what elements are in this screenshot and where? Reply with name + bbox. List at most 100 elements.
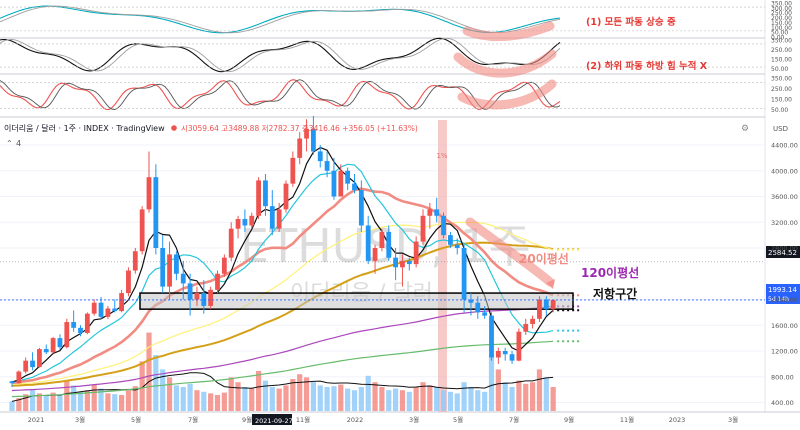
volume-bar bbox=[516, 380, 522, 411]
y-tick-label: 3600.00 bbox=[771, 193, 798, 201]
volume-bar bbox=[427, 385, 433, 411]
ma120-annotation: 120이평선 bbox=[581, 265, 639, 280]
ma-20-line bbox=[11, 187, 554, 385]
volume-bar bbox=[488, 355, 495, 411]
volume-bar bbox=[180, 387, 186, 411]
osc-tick-label: 250.00 bbox=[771, 47, 792, 54]
volume-bar bbox=[112, 394, 118, 411]
market-status-icon bbox=[171, 125, 177, 131]
volume-bar bbox=[338, 384, 344, 411]
volume-bar bbox=[269, 387, 275, 411]
osc-tick-label: 50.00 bbox=[771, 30, 788, 37]
volume-bar bbox=[468, 387, 474, 411]
collapse-indicators-icon[interactable]: ⌃ bbox=[6, 139, 13, 148]
candle-body bbox=[256, 180, 261, 216]
volume-bar bbox=[187, 383, 193, 411]
volume-bar bbox=[509, 387, 515, 411]
candle-body bbox=[530, 318, 535, 324]
settings-gear-icon[interactable]: ⚙ bbox=[741, 124, 749, 134]
x-tick-label: 11월 bbox=[620, 415, 634, 424]
volume-bar bbox=[228, 377, 234, 411]
osc-tick-label: 0.00 bbox=[771, 35, 785, 42]
ma20-highlight-arrow bbox=[465, 217, 555, 287]
grid-lines bbox=[0, 144, 765, 429]
candle-body bbox=[482, 312, 488, 316]
candle-body bbox=[352, 183, 357, 191]
ma-60-line bbox=[11, 241, 554, 387]
ma20-arrow-head bbox=[546, 279, 555, 289]
ma-40-line bbox=[11, 221, 554, 385]
candle-body bbox=[208, 289, 214, 306]
event-marker-label: 1% bbox=[436, 152, 447, 160]
current-price-countdown: 5d 14h bbox=[768, 296, 789, 303]
volume-bar bbox=[173, 385, 179, 411]
volume-bar bbox=[166, 377, 173, 411]
candle-body bbox=[235, 219, 241, 229]
candle-body bbox=[269, 206, 275, 229]
volume-bar bbox=[482, 391, 488, 411]
volume-bar bbox=[372, 382, 378, 411]
volume-bar bbox=[420, 382, 426, 411]
candle-body bbox=[331, 170, 337, 197]
event-band bbox=[438, 120, 447, 412]
candle-body bbox=[406, 260, 412, 265]
candle-body bbox=[502, 351, 508, 355]
volume-bar bbox=[461, 382, 467, 411]
candle-body bbox=[9, 381, 15, 384]
volume-bar bbox=[23, 394, 29, 411]
ma-120-line bbox=[11, 305, 554, 392]
volume-bar bbox=[36, 393, 42, 411]
volume-bar bbox=[9, 401, 15, 411]
candle-body bbox=[153, 177, 159, 248]
volume-bar bbox=[43, 395, 49, 411]
candle-body bbox=[434, 209, 440, 216]
symbol-title: 이더리움 / 달러 · 1주 · INDEX · TradingView bbox=[4, 123, 165, 133]
candle-body bbox=[372, 248, 378, 261]
candle-body bbox=[174, 254, 179, 274]
y-tick-label: 4000.00 bbox=[771, 167, 798, 175]
candle-body bbox=[495, 351, 501, 358]
indicator-count: 4 bbox=[16, 139, 21, 148]
moving-averages bbox=[11, 147, 580, 398]
candle-body bbox=[489, 315, 494, 358]
candle-body bbox=[386, 231, 392, 258]
price-axis-column bbox=[765, 0, 800, 426]
candle-body bbox=[454, 244, 460, 248]
candle-body bbox=[126, 270, 131, 294]
volume-bar bbox=[440, 390, 447, 411]
volume-bar bbox=[358, 387, 364, 411]
volume-bar bbox=[50, 392, 56, 411]
x-tick-label: 5월 bbox=[453, 415, 463, 424]
volume-bar bbox=[386, 390, 392, 411]
candle-body bbox=[228, 228, 234, 258]
volume-bar bbox=[221, 392, 227, 411]
candle-body bbox=[427, 209, 433, 216]
volume-bar bbox=[475, 390, 481, 411]
volume-bar bbox=[153, 355, 159, 411]
volume-bar bbox=[365, 375, 371, 411]
volume-average-line bbox=[11, 372, 554, 402]
osc-tick-label: 50.00 bbox=[771, 66, 788, 73]
volume-bar bbox=[297, 374, 303, 411]
candle-body bbox=[16, 371, 22, 384]
hand-drawn-arrows bbox=[453, 21, 557, 289]
volume-bar bbox=[310, 382, 316, 411]
candle-body bbox=[358, 190, 364, 226]
candle-body bbox=[71, 322, 77, 328]
volume-bar bbox=[351, 390, 358, 411]
candle-body bbox=[78, 327, 83, 333]
volume-bar bbox=[413, 387, 419, 411]
candle-body bbox=[50, 338, 56, 353]
volume-bar bbox=[214, 395, 221, 411]
candle-body bbox=[283, 183, 289, 210]
osc-tick-label: 150.00 bbox=[771, 56, 792, 63]
osc-tick-label: 200.00 bbox=[771, 15, 792, 22]
osc-tick-label: 350.00 bbox=[771, 76, 792, 83]
volume-bar bbox=[146, 332, 152, 411]
candle-body bbox=[304, 128, 309, 139]
volume-bar bbox=[242, 387, 248, 411]
candle-body bbox=[132, 251, 138, 271]
x-tick-label: 9월 bbox=[242, 415, 252, 424]
candle-body bbox=[550, 299, 556, 310]
